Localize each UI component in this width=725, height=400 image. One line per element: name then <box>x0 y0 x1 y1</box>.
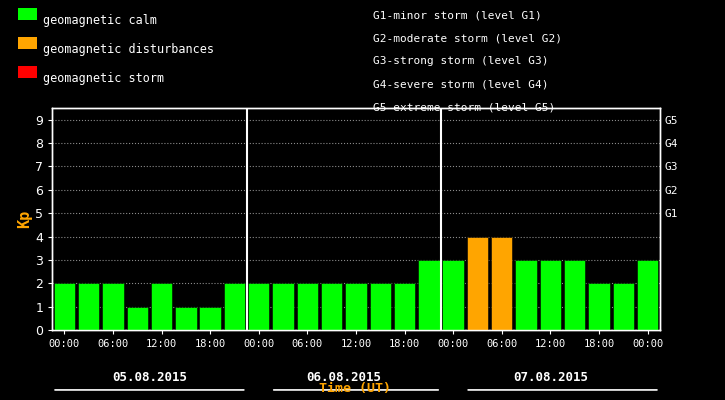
Bar <box>273 283 294 330</box>
Bar <box>175 307 196 330</box>
Bar <box>467 236 488 330</box>
Text: G1-minor storm (level G1): G1-minor storm (level G1) <box>373 10 542 20</box>
Text: 07.08.2015: 07.08.2015 <box>513 371 588 384</box>
Text: G4-severe storm (level G4): G4-severe storm (level G4) <box>373 80 549 90</box>
Bar <box>78 283 99 330</box>
Bar <box>102 283 124 330</box>
Text: Time (UT): Time (UT) <box>319 382 392 395</box>
Bar <box>127 307 148 330</box>
Text: 05.08.2015: 05.08.2015 <box>112 371 187 384</box>
Text: geomagnetic calm: geomagnetic calm <box>43 14 157 27</box>
Text: G5-extreme storm (level G5): G5-extreme storm (level G5) <box>373 103 555 113</box>
Bar <box>515 260 536 330</box>
Bar <box>394 283 415 330</box>
Text: G3-strong storm (level G3): G3-strong storm (level G3) <box>373 56 549 66</box>
Bar <box>613 283 634 330</box>
Bar <box>199 307 221 330</box>
Text: G2-moderate storm (level G2): G2-moderate storm (level G2) <box>373 33 563 43</box>
Bar <box>588 283 610 330</box>
Bar <box>491 236 513 330</box>
Bar <box>370 283 391 330</box>
Bar <box>224 283 245 330</box>
Bar <box>564 260 585 330</box>
Bar <box>297 283 318 330</box>
Bar <box>248 283 270 330</box>
Bar <box>321 283 342 330</box>
Bar <box>151 283 173 330</box>
Bar <box>637 260 658 330</box>
Text: 06.08.2015: 06.08.2015 <box>307 371 381 384</box>
Bar <box>418 260 439 330</box>
Bar <box>54 283 75 330</box>
Text: geomagnetic disturbances: geomagnetic disturbances <box>43 43 214 56</box>
Y-axis label: Kp: Kp <box>17 210 33 228</box>
Bar <box>539 260 561 330</box>
Bar <box>442 260 464 330</box>
Text: geomagnetic storm: geomagnetic storm <box>43 72 164 85</box>
Bar <box>345 283 367 330</box>
